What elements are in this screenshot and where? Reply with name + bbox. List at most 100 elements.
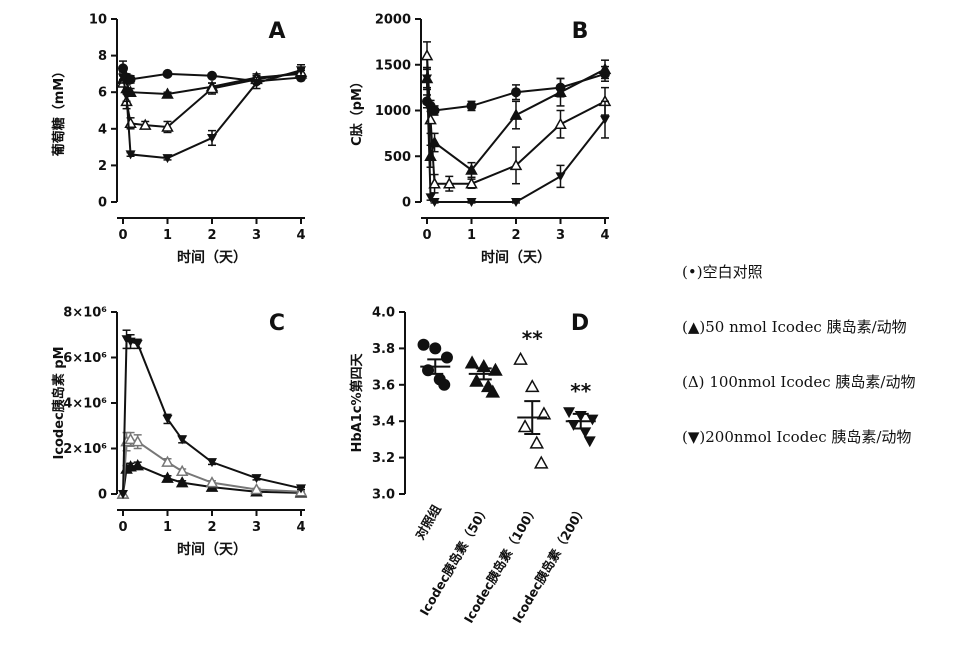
data-point (132, 339, 143, 349)
y-tick-label: 3.8 (372, 342, 395, 357)
data-point (296, 66, 306, 76)
data-point (466, 100, 477, 111)
data-point (513, 351, 528, 365)
data-point (429, 198, 440, 207)
x-axis-label: 时间（天） (177, 249, 247, 266)
data-point (125, 150, 136, 160)
data-point (161, 87, 174, 99)
data-point (207, 133, 217, 143)
y-axis-label: HbA1c%第四天 (349, 352, 365, 452)
data-point (161, 455, 174, 467)
data-point (251, 474, 262, 484)
y-tick-label: 4 (98, 122, 107, 137)
y-tick-label: 6×10⁶ (63, 351, 107, 366)
data-point (131, 459, 144, 471)
data-point (250, 482, 263, 495)
legend-symbol: (▼) (682, 428, 706, 446)
data-point (563, 407, 576, 419)
data-point (488, 362, 503, 376)
y-tick-label: 0 (402, 196, 411, 211)
data-point (429, 105, 440, 116)
legend-label: 50 nmol Icodec 胰岛素/动物 (705, 318, 907, 336)
data-point (465, 177, 478, 189)
legend-item-200nmol: (▼)200nmol Icodec 胰岛素/动物 (682, 426, 911, 447)
data-point (425, 193, 436, 203)
legend-label: 100nmol Icodec 胰岛素/动物 (704, 373, 916, 391)
x-tick-label: 4 (296, 520, 305, 535)
data-point (533, 455, 549, 469)
data-point (485, 384, 501, 398)
data-point (524, 379, 540, 393)
data-point (124, 432, 137, 445)
significance-label: ** (570, 379, 591, 403)
data-point (440, 351, 453, 364)
x-tick-label: 4 (296, 228, 305, 243)
data-point (296, 484, 306, 494)
panel-letter: C (269, 311, 285, 336)
y-tick-label: 3.2 (372, 451, 395, 466)
data-point (466, 198, 477, 207)
x-tick-label: 2 (207, 520, 216, 535)
x-axis-label: 时间（天） (481, 249, 551, 266)
data-point (428, 177, 441, 189)
legend-item-control: (•)空白对照 (682, 261, 763, 282)
data-point (162, 154, 173, 164)
y-tick-label: 2 (98, 159, 107, 174)
data-point (121, 335, 132, 345)
data-point (161, 471, 174, 483)
data-point (162, 68, 173, 79)
y-tick-label: 500 (384, 150, 411, 165)
y-tick-label: 0 (98, 196, 107, 211)
data-point (138, 118, 152, 130)
data-point (554, 85, 567, 97)
y-tick-label: 8 (98, 49, 107, 64)
data-point (600, 115, 610, 125)
y-tick-label: 3.6 (372, 378, 395, 393)
data-point (529, 435, 545, 449)
x-tick-label: 4 (600, 228, 609, 243)
data-point (509, 158, 523, 171)
x-tick-label: 0 (422, 228, 431, 243)
x-tick-label: 3 (252, 520, 261, 535)
data-point (424, 149, 437, 161)
data-point (469, 373, 484, 387)
y-tick-label: 4.0 (372, 306, 395, 321)
data-point (509, 108, 523, 120)
legend-item-100nmol: (Δ) 100nmol Icodec 胰岛素/动物 (682, 371, 916, 392)
x-tick-label: 1 (467, 228, 476, 243)
category-label: 对照组 (412, 502, 444, 542)
data-point (207, 70, 217, 81)
data-point (464, 355, 480, 369)
data-point (420, 49, 434, 61)
data-point (118, 63, 128, 74)
data-point (177, 435, 188, 445)
data-point (536, 406, 552, 420)
legend-label: 200nmol Icodec 胰岛素/动物 (705, 428, 912, 446)
data-point (118, 490, 128, 499)
legend-symbol: (▲) (682, 318, 706, 336)
data-point (417, 338, 430, 351)
data-point (161, 120, 174, 132)
x-tick-label: 1 (163, 520, 172, 535)
data-point (422, 74, 432, 84)
data-point (442, 177, 456, 189)
y-tick-label: 2000 (375, 13, 411, 28)
legend-item-50nmol: (▲)50 nmol Icodec 胰岛素/动物 (682, 316, 907, 337)
data-point (586, 414, 599, 426)
data-point (175, 476, 189, 488)
data-point (465, 163, 478, 175)
data-point (424, 113, 437, 125)
data-point (118, 73, 128, 83)
y-tick-label: 3.0 (372, 488, 395, 503)
x-tick-label: 1 (163, 228, 172, 243)
data-point (207, 458, 217, 468)
data-point (511, 87, 521, 98)
panel-letter: D (571, 311, 589, 336)
data-point (175, 464, 189, 476)
data-point (251, 79, 262, 89)
y-tick-label: 1500 (375, 58, 411, 73)
panel-letter: B (572, 19, 589, 44)
x-tick-label: 0 (118, 520, 127, 535)
y-tick-label: 1000 (375, 104, 411, 119)
